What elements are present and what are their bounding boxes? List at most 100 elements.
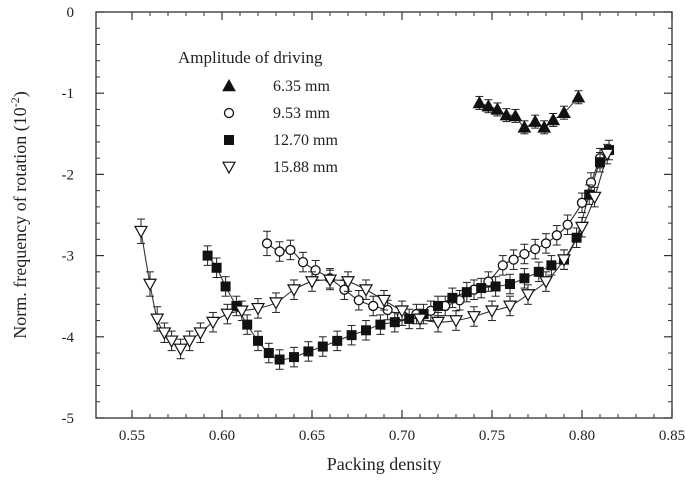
data-point [261, 238, 273, 249]
data-point [274, 354, 285, 365]
data-point [546, 112, 561, 126]
legend-marker-3 [224, 135, 234, 145]
data-point [303, 346, 314, 357]
data-point [263, 348, 274, 359]
data-point [557, 105, 571, 118]
data-point [447, 292, 458, 303]
data-point [517, 120, 532, 133]
data-point [339, 284, 350, 295]
legend-marker-1 [222, 78, 236, 92]
legend-label-2: 9.53 mm [273, 105, 330, 122]
data-point [502, 300, 518, 314]
data-point [551, 230, 562, 241]
y-axis-label-close: ) [10, 91, 31, 97]
data-point [571, 90, 586, 103]
data-point [571, 232, 582, 243]
data-point [562, 219, 573, 230]
tick-labels: 0.55 0.60 0.65 0.70 0.75 0.80 0.85 0 -1 -2 -3 -4 -5 [62, 5, 686, 444]
legend-label-4: 15.88 mm [273, 159, 338, 176]
data-point [394, 305, 410, 319]
data-point [528, 114, 543, 127]
y-tick-label: -4 [62, 330, 75, 346]
data-point [376, 294, 392, 308]
data-point [490, 281, 501, 292]
series-4-points [133, 143, 615, 360]
data-point [250, 302, 266, 316]
data-point [253, 335, 263, 346]
data-point [505, 279, 515, 290]
data-point [585, 177, 597, 188]
data-point [322, 274, 338, 288]
data-point [497, 260, 508, 271]
x-tick-label: 0.75 [479, 428, 505, 444]
y-tick-label: -5 [62, 411, 75, 427]
x-axis-label: Packing density [327, 454, 442, 474]
data-point [540, 238, 552, 249]
x-tick-label: 0.60 [209, 428, 235, 444]
data-point [499, 108, 514, 121]
data-point [289, 352, 299, 363]
data-point [346, 330, 357, 341]
data-point [205, 316, 221, 330]
data-point [476, 283, 487, 294]
y-axis-label: Norm. frequency of rotation (10-2) [8, 91, 31, 338]
data-point [490, 102, 505, 115]
plot-frame [95, 11, 673, 419]
data-point [556, 254, 572, 267]
data-point [268, 297, 284, 310]
data-point [164, 335, 179, 349]
data-point [157, 327, 172, 340]
y-tick-label: 0 [67, 5, 75, 21]
y-axis-label-superscript: -2 [8, 97, 22, 107]
data-point [242, 319, 253, 330]
data-point [481, 99, 496, 112]
y-tick-label: -3 [62, 249, 75, 265]
data-point [530, 243, 541, 255]
data-point [332, 335, 343, 346]
data-point [574, 221, 590, 235]
data-point [375, 319, 386, 330]
legend-title: Amplitude of driving [178, 48, 323, 67]
legend: Amplitude of driving 6.35 mm 9.53 mm 12.70… [178, 48, 338, 176]
legend-marker-2 [223, 107, 235, 119]
data-point [484, 305, 500, 319]
data-point [466, 311, 482, 324]
data-point [461, 287, 472, 298]
legend-label-3: 12.70 mm [273, 132, 338, 149]
data-point [133, 225, 149, 239]
data-point [286, 284, 302, 297]
data-point [193, 327, 208, 340]
data-point [220, 308, 235, 322]
x-tick-label: 0.70 [389, 428, 415, 444]
data-point [358, 284, 374, 297]
data-point [520, 289, 536, 302]
data-point [353, 295, 364, 306]
data-point [519, 273, 530, 284]
series-1-points [472, 90, 586, 135]
data-point [519, 248, 530, 260]
data-point [430, 316, 446, 330]
data-point [274, 246, 285, 257]
data-point [361, 325, 371, 336]
data-point [317, 341, 328, 352]
data-point [584, 189, 595, 200]
x-tick-label: 0.55 [119, 428, 145, 444]
legend-label-1: 6.35 mm [273, 78, 330, 95]
x-tick-label: 0.85 [659, 428, 685, 444]
data-point [368, 300, 379, 312]
data-point [433, 300, 443, 311]
x-tick-label: 0.80 [569, 428, 595, 444]
axis-ticks [96, 11, 673, 419]
x-tick-label: 0.65 [299, 428, 325, 444]
data-point [310, 265, 321, 276]
data-point [142, 278, 158, 292]
data-point [285, 244, 296, 256]
data-point [173, 343, 188, 357]
data-point [234, 305, 249, 319]
data-point [304, 276, 320, 289]
data-point [546, 260, 557, 271]
data-point [600, 148, 615, 162]
data-markers [133, 90, 615, 370]
data-point [533, 266, 544, 277]
